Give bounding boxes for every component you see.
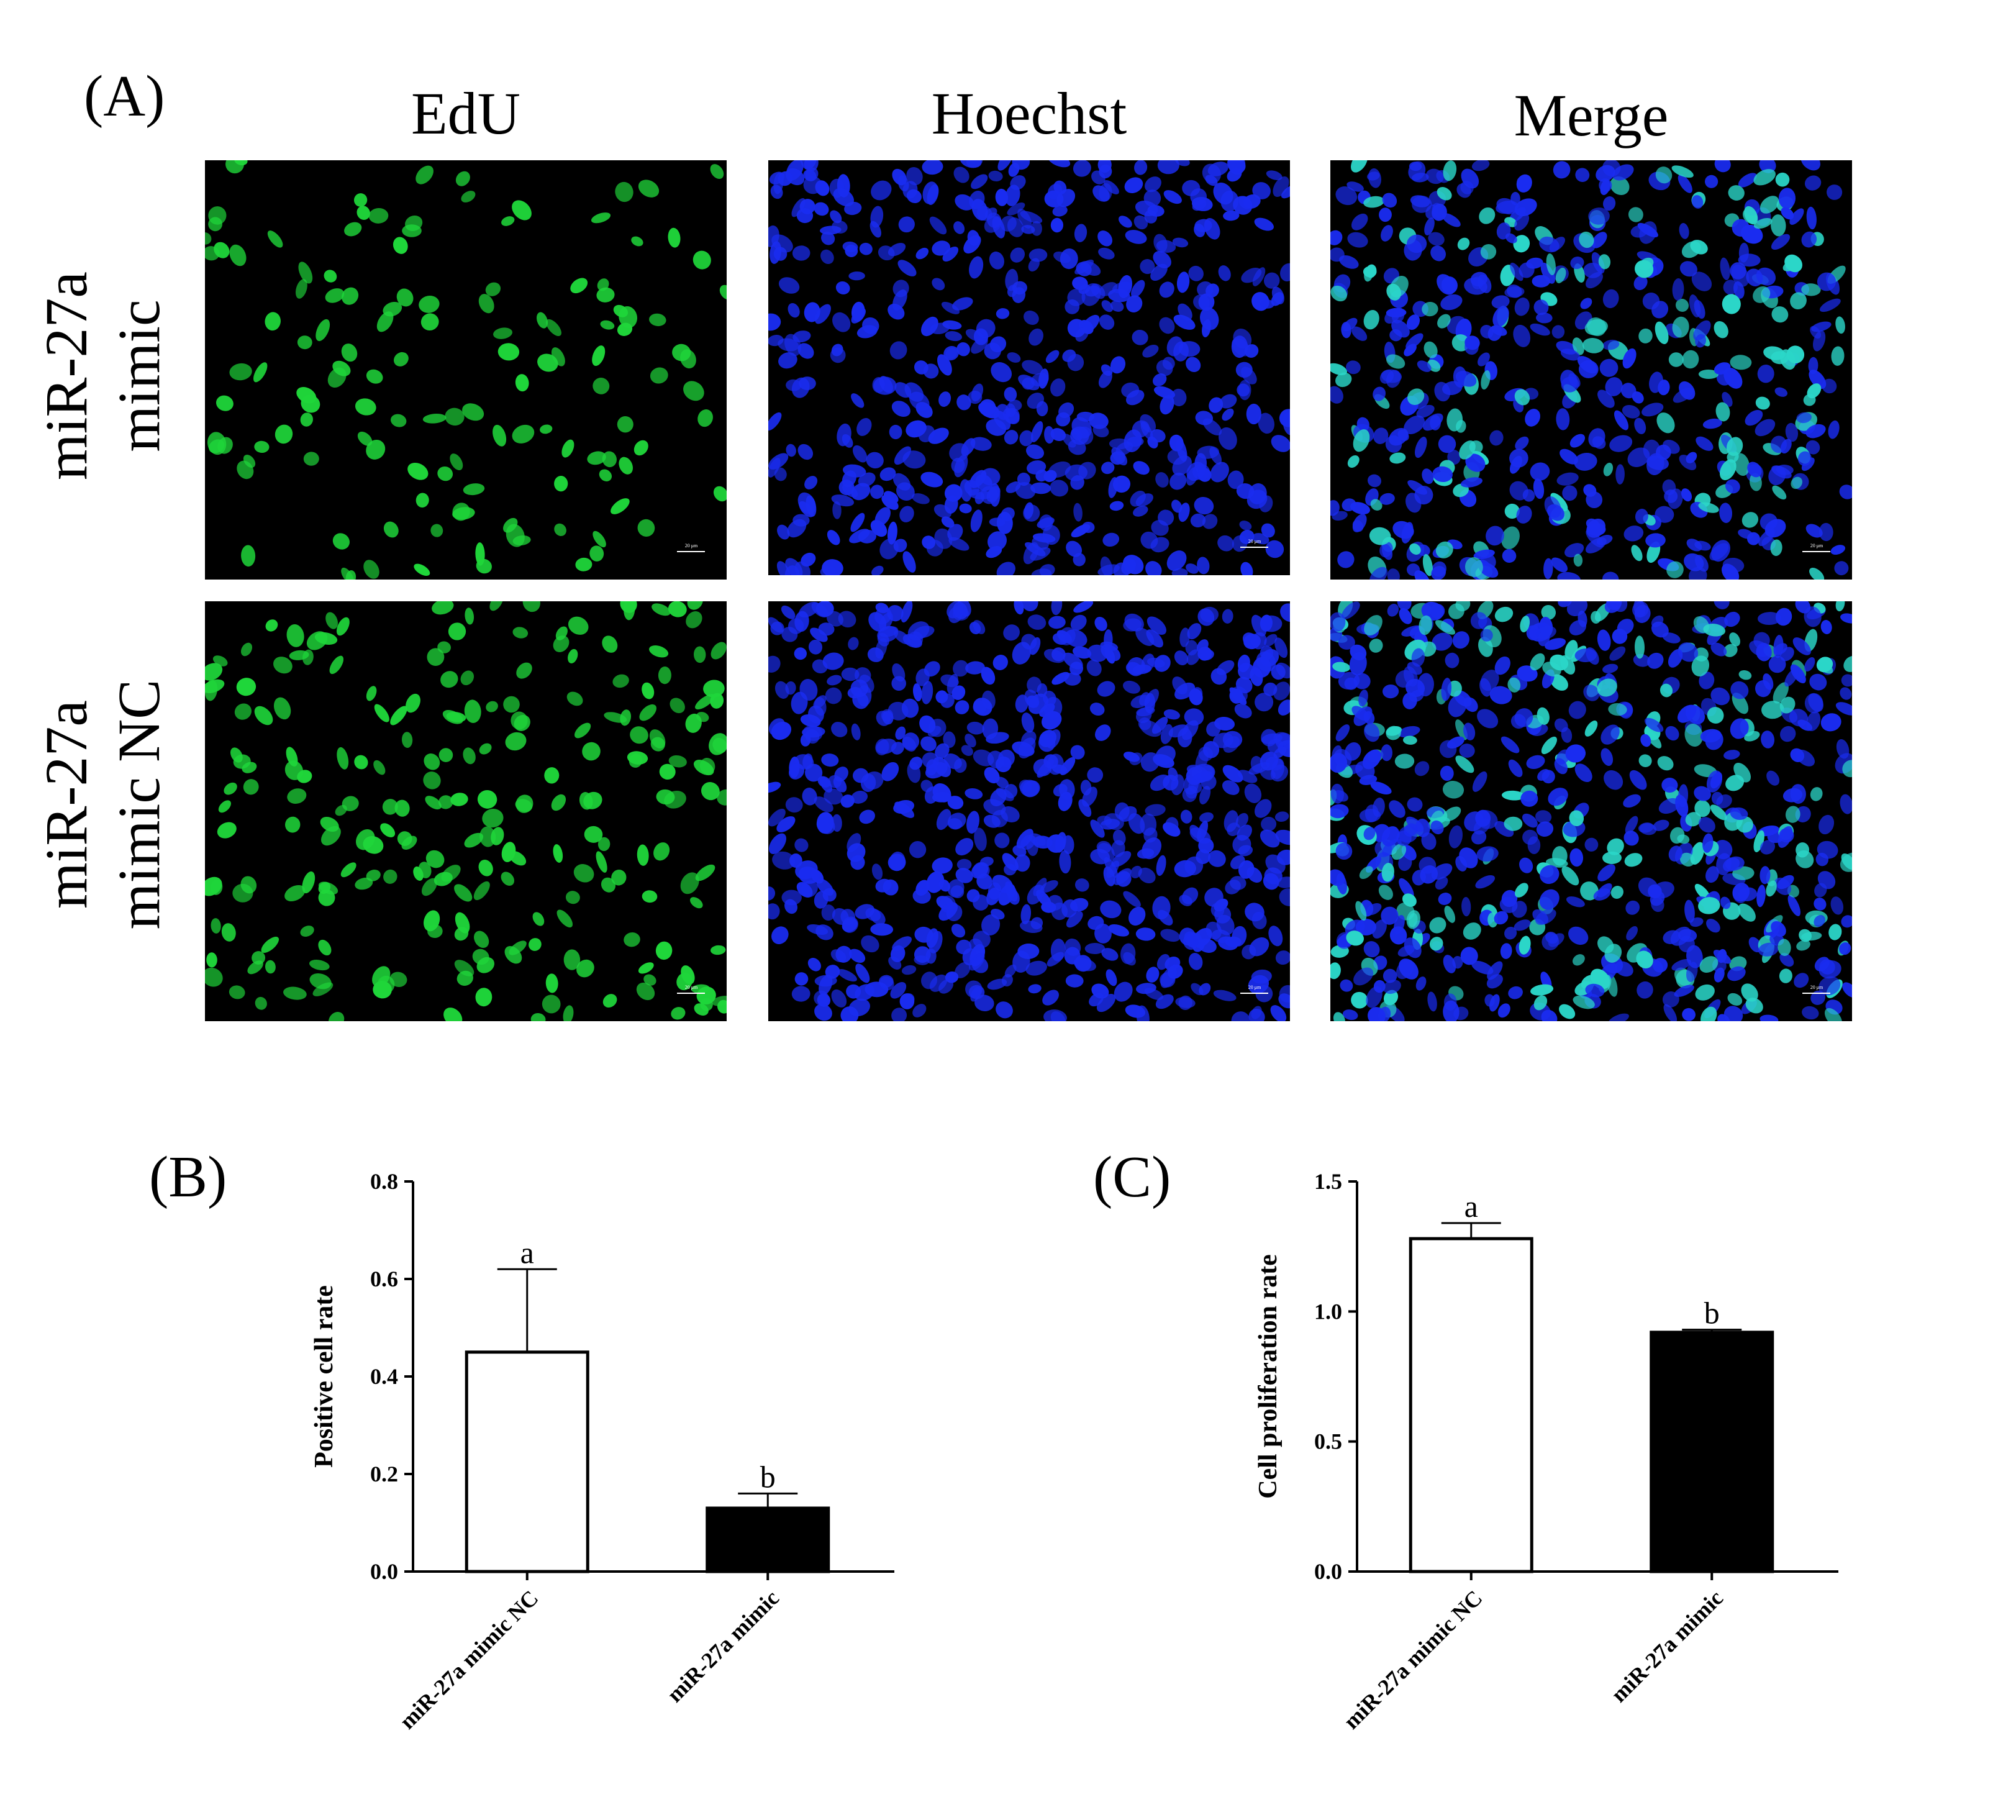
scale-bar-label: 20 μm bbox=[685, 543, 698, 548]
chart-cell-proliferation-rate: 0.0 0.5 1.0 1.5 Cell proliferation rate a miR-… bbox=[1217, 1168, 1900, 1814]
micrograph-edu-mimic: 20 μm bbox=[205, 160, 727, 580]
micrograph-edu-mimic-nc: 20 μm bbox=[205, 601, 727, 1021]
y-tick-label: 0.2 bbox=[370, 1462, 398, 1486]
panel-a-label: (A) bbox=[84, 64, 165, 129]
y-tick-label: 0.4 bbox=[370, 1364, 398, 1389]
x-tick-label: miR-27a mimic bbox=[662, 1585, 784, 1707]
column-title-hoechst: Hoechst bbox=[931, 80, 1127, 147]
y-tick-label: 1.0 bbox=[1314, 1299, 1342, 1324]
y-tick-label: 1.5 bbox=[1314, 1169, 1342, 1194]
y-tick-label: 0.5 bbox=[1314, 1429, 1342, 1454]
bar bbox=[465, 1350, 589, 1573]
panel-b-label: (B) bbox=[149, 1145, 227, 1209]
x-tick-label: miR-27a mimic NC bbox=[394, 1585, 543, 1734]
merge-nuclei-image: 20 μm bbox=[1330, 160, 1852, 580]
merge-nuclei-image: 20 μm bbox=[1330, 601, 1852, 1021]
column-title-edu: EdU bbox=[411, 80, 520, 147]
scale-bar-label: 20 μm bbox=[685, 985, 698, 990]
significance-label: a bbox=[520, 1235, 534, 1270]
y-axis-label: Positive cell rate bbox=[310, 1285, 338, 1468]
panel-c-label: (C) bbox=[1093, 1145, 1171, 1209]
hoechst-nuclei-image: 20 μm bbox=[768, 601, 1290, 1021]
edu-nuclei-image: 20 μm bbox=[205, 601, 727, 1021]
row-label-mimic: miR-27a mimic bbox=[30, 271, 175, 480]
y-tick-label: 0.6 bbox=[370, 1267, 398, 1291]
edu-nuclei-image: 20 μm bbox=[205, 160, 727, 580]
scale-bar-label: 20 μm bbox=[1248, 539, 1261, 544]
bar bbox=[706, 1506, 830, 1573]
scale-bar-label: 20 μm bbox=[1810, 985, 1823, 990]
significance-label: b bbox=[760, 1459, 776, 1494]
y-tick-label: 0.8 bbox=[370, 1169, 398, 1194]
row-label-mimic-line2: mimic bbox=[106, 299, 172, 452]
scale-bar-label: 20 μm bbox=[1810, 543, 1823, 548]
micrograph-hoechst-mimic: 20 μm bbox=[768, 160, 1290, 575]
significance-label: a bbox=[1464, 1189, 1478, 1224]
x-tick-label: miR-27a mimic NC bbox=[1338, 1585, 1487, 1734]
column-title-merge: Merge bbox=[1514, 82, 1669, 148]
micrograph-merge-mimic-nc: 20 μm bbox=[1330, 601, 1852, 1021]
hoechst-nuclei-image: 20 μm bbox=[768, 160, 1290, 575]
y-tick-label: 0.0 bbox=[1314, 1559, 1342, 1584]
row-label-mimic-nc-line1: miR-27a bbox=[32, 700, 99, 909]
micrograph-merge-mimic: 20 μm bbox=[1330, 160, 1852, 580]
row-label-mimic-nc-line2: mimic NC bbox=[106, 679, 172, 930]
row-label-mimic-nc: miR-27a mimic NC bbox=[30, 680, 175, 930]
y-tick-label: 0.0 bbox=[370, 1559, 398, 1584]
micrograph-hoechst-mimic-nc: 20 μm bbox=[768, 601, 1290, 1021]
y-axis-label: Cell proliferation rate bbox=[1254, 1254, 1283, 1498]
bar bbox=[1650, 1331, 1774, 1573]
chart-svg: 0.0 0.2 0.4 0.6 0.8 Positive cell rate a miR-27… bbox=[310, 1169, 894, 1734]
chart-positive-cell-rate: 0.0 0.2 0.4 0.6 0.8 Positive cell rate a miR-27… bbox=[273, 1168, 956, 1814]
significance-label: b bbox=[1704, 1296, 1720, 1331]
chart-svg: 0.0 0.5 1.0 1.5 Cell proliferation rate a miR-… bbox=[1254, 1169, 1838, 1734]
x-tick-label: miR-27a mimic bbox=[1606, 1585, 1728, 1707]
bar bbox=[1409, 1237, 1533, 1573]
row-label-mimic-line1: miR-27a bbox=[32, 271, 99, 480]
scale-bar-label: 20 μm bbox=[1248, 985, 1261, 990]
